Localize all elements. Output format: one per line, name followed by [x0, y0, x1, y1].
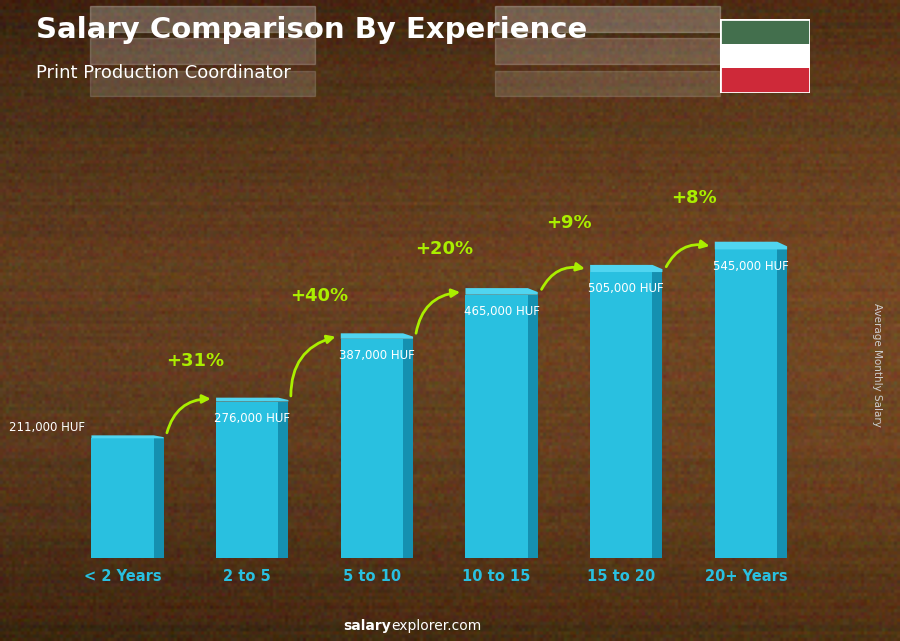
Text: +20%: +20% — [415, 240, 473, 258]
Polygon shape — [715, 242, 788, 249]
Bar — [495, 38, 720, 64]
Text: Average Monthly Salary: Average Monthly Salary — [872, 303, 883, 428]
Polygon shape — [92, 435, 164, 438]
Polygon shape — [652, 272, 662, 558]
Polygon shape — [403, 339, 413, 558]
FancyBboxPatch shape — [216, 401, 278, 558]
Text: +40%: +40% — [291, 287, 348, 305]
Polygon shape — [278, 401, 288, 558]
Text: 387,000 HUF: 387,000 HUF — [339, 349, 415, 362]
Bar — [720, 69, 810, 93]
Polygon shape — [216, 397, 288, 401]
Text: +9%: +9% — [546, 215, 591, 233]
Text: 276,000 HUF: 276,000 HUF — [214, 412, 290, 425]
FancyBboxPatch shape — [715, 249, 778, 558]
Text: 465,000 HUF: 465,000 HUF — [464, 305, 539, 318]
Bar — [720, 44, 810, 69]
Text: explorer.com: explorer.com — [392, 619, 482, 633]
Bar — [495, 6, 720, 32]
Text: Salary Comparison By Experience: Salary Comparison By Experience — [36, 16, 587, 44]
Text: salary: salary — [344, 619, 392, 633]
Polygon shape — [778, 249, 788, 558]
Polygon shape — [590, 265, 662, 272]
Text: 545,000 HUF: 545,000 HUF — [713, 260, 788, 272]
FancyBboxPatch shape — [92, 438, 154, 558]
Text: Print Production Coordinator: Print Production Coordinator — [36, 64, 291, 82]
Text: 505,000 HUF: 505,000 HUF — [589, 282, 664, 296]
Bar — [90, 71, 315, 96]
Text: +8%: +8% — [670, 189, 716, 207]
Bar — [720, 19, 810, 44]
FancyBboxPatch shape — [590, 272, 652, 558]
Text: 211,000 HUF: 211,000 HUF — [9, 420, 86, 434]
Polygon shape — [341, 333, 413, 339]
Polygon shape — [154, 438, 164, 558]
Text: +31%: +31% — [166, 353, 224, 370]
FancyBboxPatch shape — [465, 295, 527, 558]
Polygon shape — [465, 288, 538, 295]
FancyBboxPatch shape — [341, 339, 403, 558]
Bar — [90, 38, 315, 64]
Bar — [90, 6, 315, 32]
Bar — [495, 71, 720, 96]
Polygon shape — [527, 295, 538, 558]
